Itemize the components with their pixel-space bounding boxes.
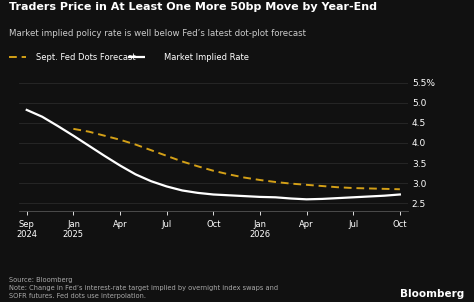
Text: Source: Bloomberg
Note: Change in Fed’s interest-rate target implied by overnigh: Source: Bloomberg Note: Change in Fed’s … <box>9 277 279 299</box>
Text: Sept. Fed Dots Forecast: Sept. Fed Dots Forecast <box>36 53 135 62</box>
Text: Market Implied Rate: Market Implied Rate <box>164 53 248 62</box>
Text: Traders Price in At Least One More 50bp Move by Year-End: Traders Price in At Least One More 50bp … <box>9 2 377 11</box>
Text: Market implied policy rate is well below Fed’s latest dot-plot forecast: Market implied policy rate is well below… <box>9 29 307 38</box>
Text: Bloomberg: Bloomberg <box>400 289 465 299</box>
